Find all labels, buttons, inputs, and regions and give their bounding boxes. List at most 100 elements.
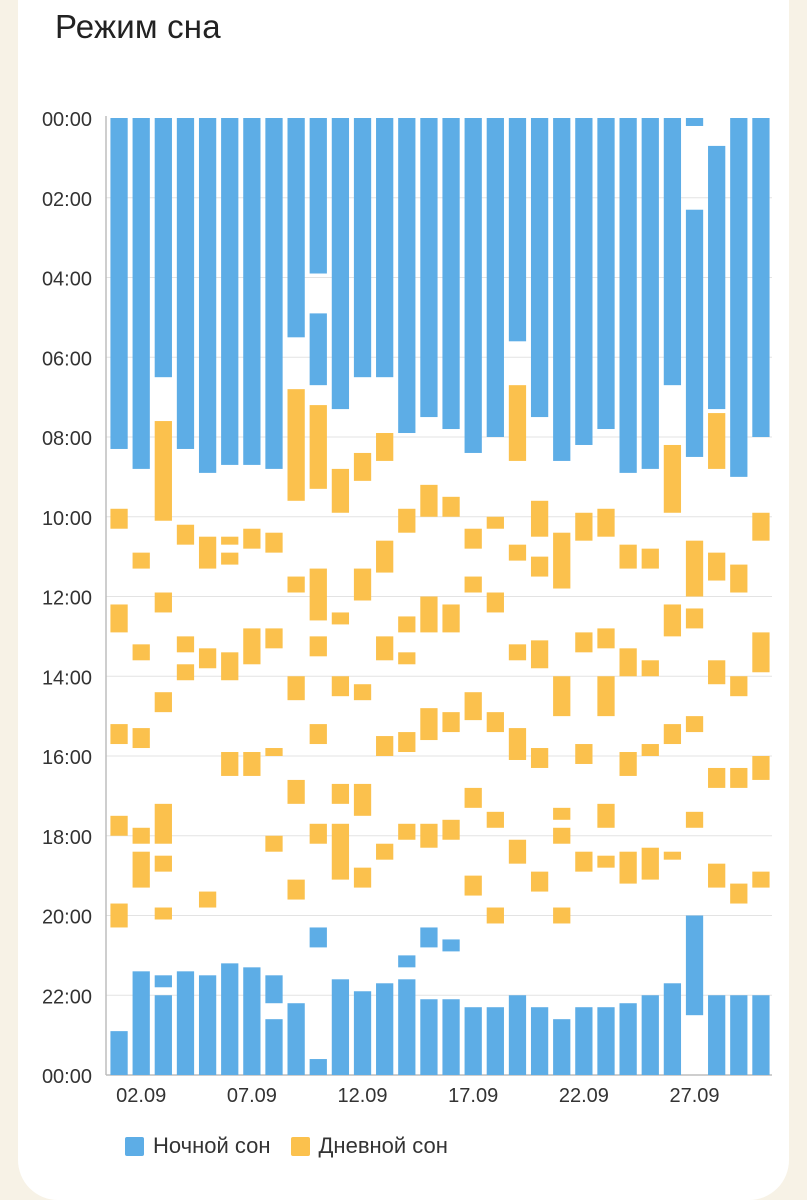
day-sleep-bar (309, 823, 327, 844)
day-sleep-bar (243, 752, 261, 776)
legend-label-night: Ночной сон (153, 1133, 271, 1158)
day-sleep-bar (685, 540, 704, 597)
night-sleep-bar (597, 118, 615, 430)
day-sleep-bar (265, 835, 283, 852)
y-tick-label: 22:00 (42, 986, 92, 1008)
day-sleep-bar (530, 871, 549, 892)
night-sleep-bar (619, 1003, 637, 1075)
day-sleep-bar (597, 855, 615, 868)
day-sleep-bar (198, 648, 217, 669)
legend-item-night[interactable]: Ночной сон (125, 1133, 271, 1159)
day-sleep-bar (309, 405, 327, 489)
day-sleep-bar (353, 867, 372, 888)
day-sleep-bar (663, 604, 682, 637)
day-sleep-bar (530, 748, 549, 768)
y-tick-label: 06:00 (42, 348, 92, 370)
x-tick-label: 12.09 (338, 1085, 388, 1107)
day-sleep-bar (110, 508, 128, 529)
y-tick-label: 00:00 (42, 109, 92, 131)
day-sleep-bar (398, 823, 416, 840)
day-sleep-bar (464, 528, 482, 549)
night-sleep-bar (353, 118, 372, 378)
day-sleep-bar (530, 640, 549, 669)
night-sleep-bar (243, 118, 261, 465)
day-sleep-bar (752, 756, 770, 780)
night-sleep-bar (730, 995, 748, 1075)
day-sleep-bar (730, 767, 748, 788)
day-sleep-bar (442, 604, 460, 633)
day-sleep-bar (464, 692, 482, 721)
night-sleep-bar (176, 971, 195, 1075)
night-sleep-bar (176, 118, 195, 449)
night-sleep-bar (265, 118, 283, 469)
day-sleep-bar (353, 783, 372, 816)
night-sleep-bar (198, 118, 217, 473)
day-sleep-bar (420, 484, 438, 517)
day-sleep-bar (553, 827, 571, 844)
day-sleep-bar (132, 644, 150, 661)
day-sleep-bar (575, 632, 593, 653)
day-sleep-bar (110, 903, 128, 928)
x-tick-label: 27.09 (670, 1085, 720, 1107)
night-sleep-bar (641, 118, 659, 469)
night-sleep-bar (420, 999, 438, 1075)
day-sleep-bar (287, 389, 305, 501)
day-sleep-bar (176, 664, 195, 681)
day-sleep-bar (708, 413, 726, 469)
night-sleep-bar (420, 927, 438, 948)
day-sleep-bar (309, 724, 327, 745)
day-sleep-bar (265, 628, 283, 649)
day-sleep-bar (243, 628, 261, 665)
day-sleep-bar (708, 660, 726, 685)
day-sleep-bar (619, 648, 637, 677)
day-sleep-bar (287, 779, 305, 804)
day-sleep-bar (553, 532, 571, 589)
night-sleep-bar (376, 983, 394, 1075)
night-sleep-bar (508, 118, 527, 342)
y-tick-label: 00:00 (42, 1066, 92, 1088)
day-sleep-bar (619, 752, 637, 776)
day-sleep-bar (154, 855, 172, 872)
day-sleep-bar (730, 676, 748, 697)
y-tick-label: 04:00 (42, 269, 92, 291)
night-sleep-swatch-icon (125, 1136, 144, 1156)
day-sleep-bar (398, 616, 416, 633)
day-sleep-bar (331, 783, 350, 804)
day-sleep-bar (398, 508, 416, 533)
day-sleep-bar (486, 811, 504, 828)
night-sleep-bar (309, 927, 327, 948)
day-sleep-bar (641, 660, 659, 677)
x-tick-label: 02.09 (116, 1085, 166, 1107)
y-tick-label: 18:00 (42, 827, 92, 849)
day-sleep-bar (353, 684, 372, 701)
legend-item-day[interactable]: Дневной сон (290, 1133, 448, 1159)
day-sleep-bar (132, 728, 150, 749)
day-sleep-bar (398, 652, 416, 665)
night-sleep-bar (309, 313, 327, 386)
day-sleep-bar (331, 612, 350, 625)
day-sleep-bar (376, 736, 394, 756)
day-sleep-bar (110, 815, 128, 836)
night-sleep-bar (752, 995, 770, 1075)
day-sleep-bar (243, 528, 261, 549)
day-sleep-bar (508, 385, 527, 461)
night-sleep-bar (685, 915, 704, 1016)
day-sleep-bar (154, 692, 172, 713)
day-sleep-bar (132, 851, 150, 888)
night-sleep-bar (575, 1007, 593, 1075)
day-sleep-bar (442, 819, 460, 840)
night-sleep-bar (309, 118, 327, 274)
night-sleep-bar (154, 975, 172, 988)
day-sleep-bar (221, 552, 239, 565)
night-sleep-bar (619, 118, 637, 473)
night-sleep-bar (243, 967, 261, 1075)
day-sleep-bar (575, 744, 593, 764)
night-sleep-bar (663, 983, 682, 1075)
day-sleep-bar (685, 608, 704, 629)
day-sleep-bar (575, 851, 593, 872)
day-sleep-bar (132, 552, 150, 569)
x-tick-label: 17.09 (448, 1085, 498, 1107)
y-tick-label: 08:00 (42, 428, 92, 450)
day-sleep-bar (708, 552, 726, 581)
